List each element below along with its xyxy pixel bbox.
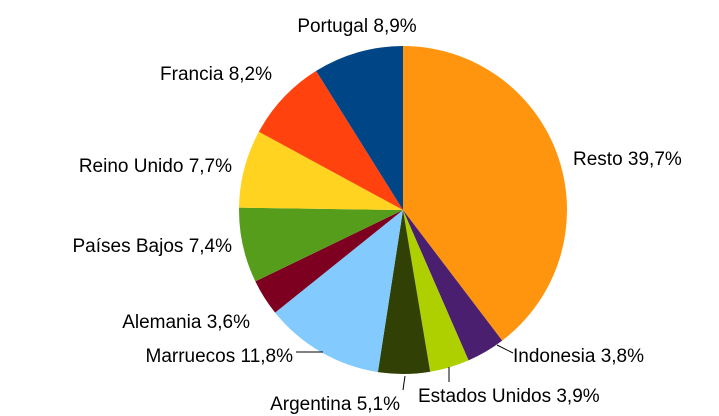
slice-label-name: Francia [160,64,224,85]
pie-slice [255,210,403,313]
slice-label-name: Alemania [122,312,202,333]
slice-label-value: 3,6% [207,312,250,333]
slice-label-value: 8,2% [229,64,272,85]
pie-slice [275,210,403,373]
slice-label-name: Reino Unido [79,156,184,177]
slice-label: Resto 39,7% [573,149,682,170]
pie-slice [403,210,503,361]
slice-label: Marruecos 11,8% [146,346,294,367]
pie-slice [403,46,567,341]
pie-slice [239,207,403,282]
slice-label-name: Argentina [270,394,352,415]
pie-slice [239,131,403,210]
slice-label: Argentina 5,1% [270,394,400,415]
slice-label: Portugal 8,9% [297,16,416,37]
pie-slice [258,70,403,210]
slice-label-name: Países Bajos [73,236,184,257]
slice-label-value: 5,1% [357,394,400,415]
slice-label: Estados Unidos 3,9% [418,386,600,407]
slice-label: Reino Unido 7,7% [79,156,232,177]
slice-label-value: 8,9% [373,16,416,37]
slice-label: Países Bajos 7,4% [73,236,233,257]
slice-label-name: Resto [573,149,623,170]
slice-label-value: 3,8% [601,346,644,367]
leader-line [402,375,406,391]
slice-label: Alemania 3,6% [122,312,250,333]
slice-label-name: Estados Unidos [418,386,551,407]
pie-slice [316,46,403,210]
slice-label-value: 3,9% [556,386,599,407]
slice-label: Indonesia 3,8% [513,346,644,367]
pie-slice [403,210,469,372]
slice-label-value: 7,7% [189,156,232,177]
slice-label: Francia 8,2% [160,64,272,85]
slice-label-value: 7,4% [189,236,232,257]
slice-label-name: Indonesia [513,346,596,367]
slice-label-value: 11,8% [241,346,294,367]
slice-label-value: 39,7% [628,149,682,170]
leader-line [496,344,514,354]
slice-label-name: Portugal [297,16,368,37]
slice-label-name: Marruecos [146,346,236,367]
pie-slice [377,210,431,374]
